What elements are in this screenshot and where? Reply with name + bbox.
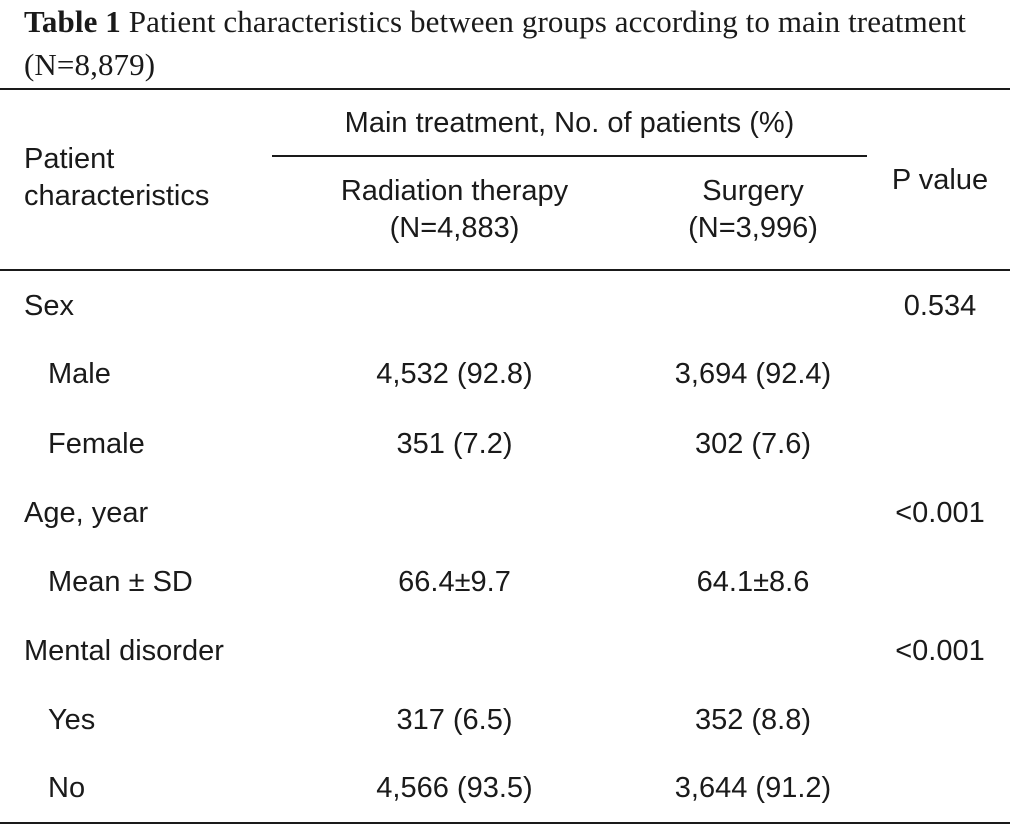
row-p-mental-disorder: <0.001 [895, 635, 985, 667]
header-surgery: Surgery (N=3,996) [637, 173, 869, 247]
header-patient-characteristics: Patient characteristics [24, 143, 210, 212]
row-label-age: Age, year [24, 497, 149, 529]
table-caption-text: Patient characteristics between groups a… [24, 4, 967, 82]
row-radiation-male: 4,532 (92.8) [376, 358, 533, 390]
row-radiation-female: 351 (7.2) [396, 428, 513, 460]
row-surgery-yes: 352 (8.8) [694, 704, 812, 736]
row-label-no: No [48, 772, 86, 804]
header-main-treatment: Main treatment, No. of patients (%) [344, 107, 795, 139]
row-label-yes: Yes [48, 704, 96, 736]
row-label-mean-sd: Mean ± SD [48, 566, 193, 598]
row-surgery-female: 302 (7.6) [694, 428, 812, 460]
row-surgery-male: 3,694 (92.4) [674, 358, 832, 390]
row-label-sex: Sex [24, 290, 74, 322]
header-p-value: P value [891, 164, 989, 196]
row-label-female: Female [48, 428, 145, 460]
table-bottom-rule [0, 822, 1010, 824]
header-radiation-n: (N=4,883) [389, 212, 520, 244]
row-label-male: Male [48, 358, 111, 390]
row-label-mental-disorder: Mental disorder [24, 635, 224, 667]
table-header-rule [0, 269, 1010, 271]
row-radiation-mean-sd: 66.4±9.7 [398, 566, 511, 598]
table-top-rule [0, 88, 1010, 90]
row-radiation-no: 4,566 (93.5) [376, 772, 533, 804]
header-radiation-therapy: Radiation therapy (N=4,883) [272, 173, 637, 247]
row-p-age: <0.001 [895, 497, 985, 529]
table-caption-label: Table 1 [24, 4, 121, 39]
row-surgery-mean-sd: 64.1±8.6 [696, 566, 810, 598]
header-surgery-title: Surgery [702, 175, 804, 207]
header-group-rule [272, 155, 867, 157]
table-caption: Table 1 Patient characteristics between … [24, 0, 994, 86]
header-surgery-n: (N=3,996) [688, 212, 818, 244]
header-radiation-title: Radiation therapy [340, 175, 569, 207]
row-p-sex: 0.534 [903, 290, 977, 322]
row-surgery-no: 3,644 (91.2) [674, 772, 832, 804]
row-radiation-yes: 317 (6.5) [396, 704, 513, 736]
